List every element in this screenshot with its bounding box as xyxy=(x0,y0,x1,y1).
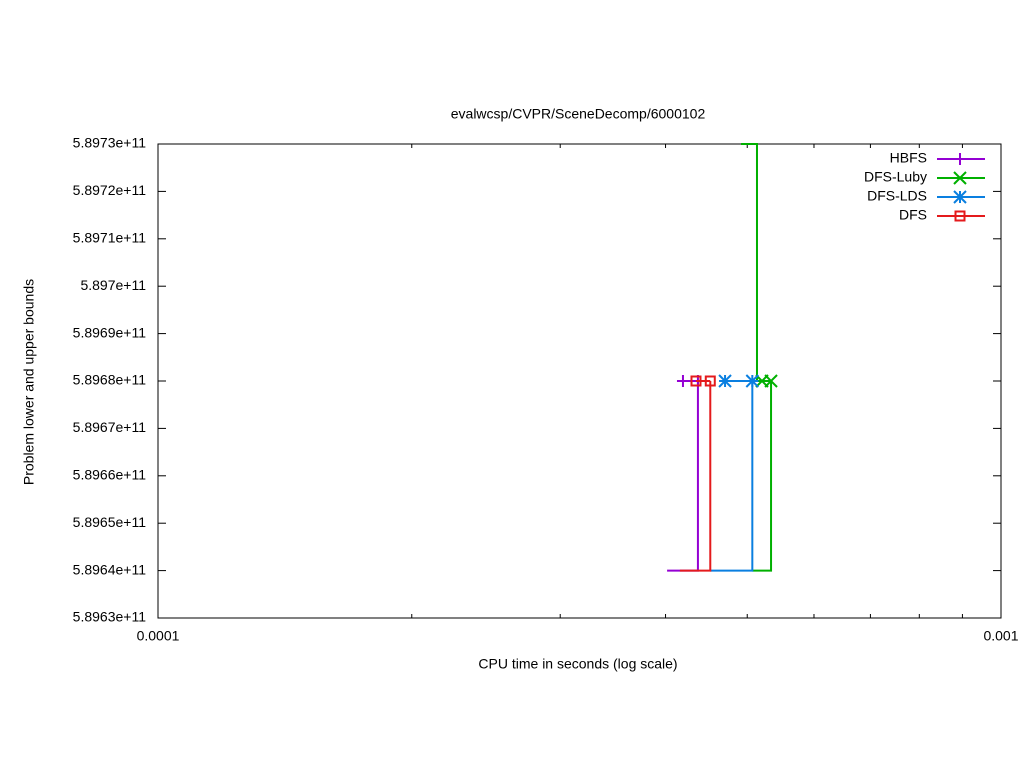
series-line xyxy=(710,381,754,572)
y-tick-label: 5.8967e+11 xyxy=(73,419,147,435)
marker-stroke xyxy=(953,190,967,204)
y-tick-label: 5.8971e+11 xyxy=(73,230,147,246)
legend-label: HBFS xyxy=(890,150,927,166)
marker-stroke xyxy=(718,374,732,388)
y-tick-label: 5.8966e+11 xyxy=(73,467,147,483)
marker xyxy=(704,375,716,387)
y-tick-label: 5.8969e+11 xyxy=(73,324,147,340)
marker-square xyxy=(954,210,966,222)
marker-square xyxy=(690,375,702,387)
legend-label: DFS-Luby xyxy=(864,169,927,185)
y-tick-label: 5.897e+11 xyxy=(80,277,146,293)
marker xyxy=(764,374,778,388)
marker xyxy=(676,375,689,387)
legend-label: DFS xyxy=(899,207,927,223)
marker xyxy=(690,375,702,387)
x-tick-label: 0.001 xyxy=(983,628,1018,644)
marker xyxy=(745,374,760,388)
marker-square xyxy=(704,375,716,387)
legend-marker xyxy=(954,210,966,222)
legend-label: DFS-LDS xyxy=(867,188,927,204)
legend-marker xyxy=(954,153,966,165)
marker-stroke xyxy=(953,171,967,185)
marker-stroke xyxy=(745,374,760,388)
series-line xyxy=(667,381,699,572)
marker xyxy=(718,374,732,388)
y-tick-label: 5.8973e+11 xyxy=(73,135,147,151)
y-tick-label: 5.8972e+11 xyxy=(73,182,147,198)
series-line xyxy=(741,143,772,382)
y-axis-label: Problem lower and upper bounds xyxy=(21,279,37,485)
y-tick-label: 5.8965e+11 xyxy=(73,514,147,530)
y-tick-label: 5.8964e+11 xyxy=(73,561,147,577)
chart-title: evalwcsp/CVPR/SceneDecomp/6000102 xyxy=(451,106,706,122)
y-tick-label: 5.8968e+11 xyxy=(73,372,147,388)
x-tick-label: 0.0001 xyxy=(137,628,180,644)
series-line xyxy=(679,381,712,572)
y-tick-label: 5.8963e+11 xyxy=(73,609,147,625)
x-axis-label: CPU time in seconds (log scale) xyxy=(478,656,677,672)
legend-marker xyxy=(953,190,967,204)
series-line xyxy=(752,381,773,572)
plot-frame xyxy=(157,143,1002,619)
marker-stroke xyxy=(764,374,778,388)
legend-marker xyxy=(953,171,967,185)
